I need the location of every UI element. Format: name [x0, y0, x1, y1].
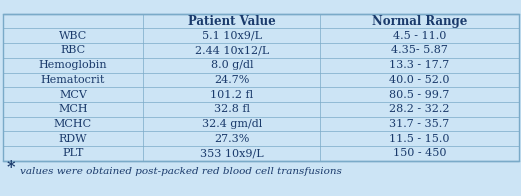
Text: 4.35- 5.87: 4.35- 5.87	[391, 45, 448, 55]
Text: 353 10x9/L: 353 10x9/L	[200, 148, 264, 158]
Text: 11.5 - 15.0: 11.5 - 15.0	[389, 134, 450, 144]
Text: 80.5 - 99.7: 80.5 - 99.7	[389, 90, 450, 100]
Text: Hemoglobin: Hemoglobin	[39, 60, 107, 70]
Text: 32.8 fl: 32.8 fl	[214, 104, 250, 114]
Text: 150 - 450: 150 - 450	[393, 148, 446, 158]
Text: 5.1 10x9/L: 5.1 10x9/L	[202, 31, 262, 41]
Text: MCHC: MCHC	[54, 119, 92, 129]
Bar	[3, 14, 519, 161]
Text: Patient Value: Patient Value	[188, 15, 276, 28]
Text: MCH: MCH	[58, 104, 88, 114]
Text: WBC: WBC	[59, 31, 87, 41]
Text: 28.2 - 32.2: 28.2 - 32.2	[389, 104, 450, 114]
Text: 24.7%: 24.7%	[214, 75, 250, 85]
Text: 40.0 - 52.0: 40.0 - 52.0	[389, 75, 450, 85]
Text: Hematocrit: Hematocrit	[41, 75, 105, 85]
Text: 13.3 - 17.7: 13.3 - 17.7	[389, 60, 450, 70]
Text: RDW: RDW	[59, 134, 87, 144]
Text: 4.5 - 11.0: 4.5 - 11.0	[393, 31, 446, 41]
Text: 32.4 gm/dl: 32.4 gm/dl	[202, 119, 262, 129]
Text: 8.0 g/dl: 8.0 g/dl	[210, 60, 253, 70]
Text: Normal Range: Normal Range	[371, 15, 467, 28]
Text: 31.7 - 35.7: 31.7 - 35.7	[389, 119, 450, 129]
Text: PLT: PLT	[62, 148, 84, 158]
Text: RBC: RBC	[60, 45, 85, 55]
Text: values were obtained post-packed red blood cell transfusions: values were obtained post-packed red blo…	[20, 167, 342, 176]
Text: 27.3%: 27.3%	[214, 134, 250, 144]
Text: *: *	[6, 159, 15, 176]
Text: MCV: MCV	[59, 90, 87, 100]
Text: 101.2 fl: 101.2 fl	[210, 90, 253, 100]
Text: 2.44 10x12/L: 2.44 10x12/L	[195, 45, 269, 55]
